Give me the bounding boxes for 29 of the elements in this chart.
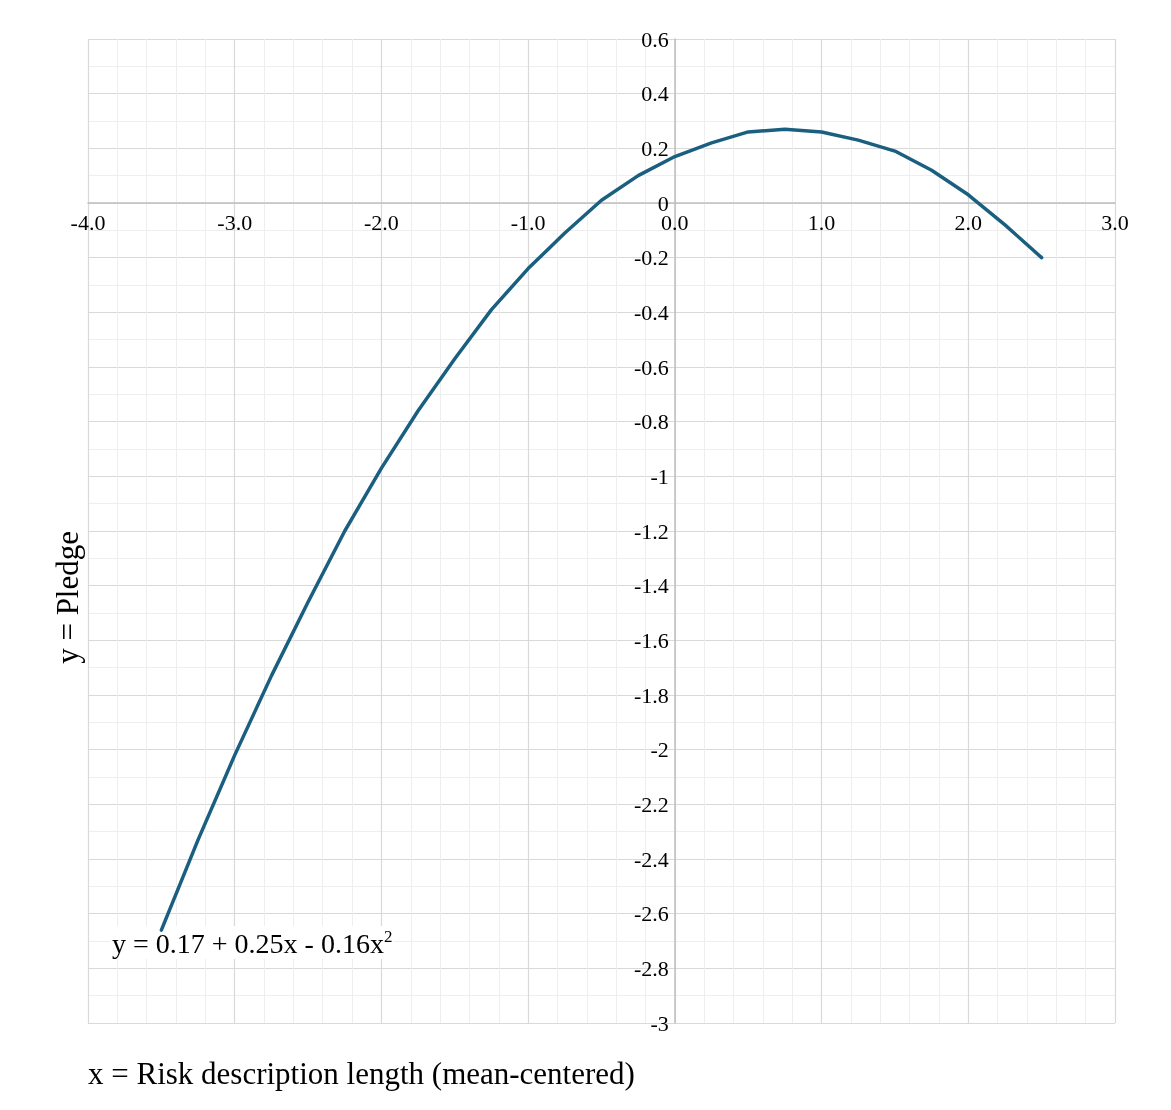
- y-tick-label: 0.6: [641, 26, 669, 52]
- y-tick-label: -1.6: [634, 627, 669, 653]
- y-tick-label: -1: [650, 463, 669, 489]
- y-tick-label: -3: [650, 1010, 669, 1036]
- y-tick-label: -0.8: [634, 409, 669, 435]
- y-tick-label: -2.8: [634, 955, 669, 981]
- y-tick-label: -0.2: [634, 245, 669, 271]
- y-tick-label: -2.6: [634, 901, 669, 927]
- x-axis-title: x = Risk description length (mean-centered): [88, 1056, 635, 1091]
- line-series: [159, 127, 1044, 932]
- y-tick-label: 0: [657, 190, 669, 216]
- y-tick-label: -0.4: [634, 299, 669, 325]
- y-tick-label: 0.2: [641, 135, 669, 161]
- y-tick-label: -2.2: [634, 791, 669, 817]
- y-tick-label: -1.4: [634, 573, 669, 599]
- x-tick-label: -4.0: [70, 209, 106, 235]
- y-tick-label: -0.6: [634, 354, 669, 380]
- y-tick-label: -2: [650, 737, 669, 763]
- x-tick-label: -2.0: [364, 209, 399, 235]
- y-tick-label: 0.4: [641, 81, 669, 107]
- y-tick-label: -1.2: [634, 518, 669, 544]
- x-tick-label: -1.0: [510, 209, 546, 235]
- y-tick-label: -1.8: [634, 682, 669, 708]
- x-tick-label: -3.0: [217, 209, 253, 235]
- x-tick-label: 2.0: [954, 209, 983, 235]
- x-tick-label: 1.0: [807, 209, 836, 235]
- y-axis-title: y = Pledge: [50, 531, 85, 664]
- y-tick-label: -2.4: [634, 846, 669, 872]
- x-tick-label: 3.0: [1101, 209, 1129, 235]
